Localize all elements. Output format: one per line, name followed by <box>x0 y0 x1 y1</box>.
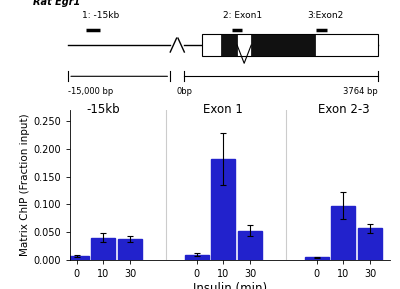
X-axis label: Insulin (min): Insulin (min) <box>193 282 267 289</box>
Bar <box>221 34 237 56</box>
Bar <box>305 257 329 260</box>
Text: -15kb: -15kb <box>86 103 120 116</box>
Bar <box>358 228 382 260</box>
Text: Exon 2-3: Exon 2-3 <box>318 103 369 116</box>
Text: Rat Egr1: Rat Egr1 <box>33 0 80 7</box>
Bar <box>211 159 235 260</box>
Text: Exon 1: Exon 1 <box>203 103 243 116</box>
Bar <box>65 256 89 260</box>
Bar <box>331 205 355 260</box>
Bar <box>91 238 115 260</box>
Bar <box>202 34 378 56</box>
Text: 0bp: 0bp <box>176 87 192 96</box>
Bar <box>251 34 314 56</box>
Text: 1: -15kb: 1: -15kb <box>82 11 120 20</box>
Bar <box>238 231 262 260</box>
Y-axis label: Matrix ChIP (Fraction input): Matrix ChIP (Fraction input) <box>20 114 30 256</box>
Text: 3764 bp: 3764 bp <box>343 87 378 96</box>
Bar <box>185 255 209 260</box>
Text: -15,000 bp: -15,000 bp <box>68 87 114 96</box>
Bar <box>118 239 142 260</box>
Text: 3:Exon2: 3:Exon2 <box>308 11 344 20</box>
Text: 2: Exon1: 2: Exon1 <box>223 11 262 20</box>
